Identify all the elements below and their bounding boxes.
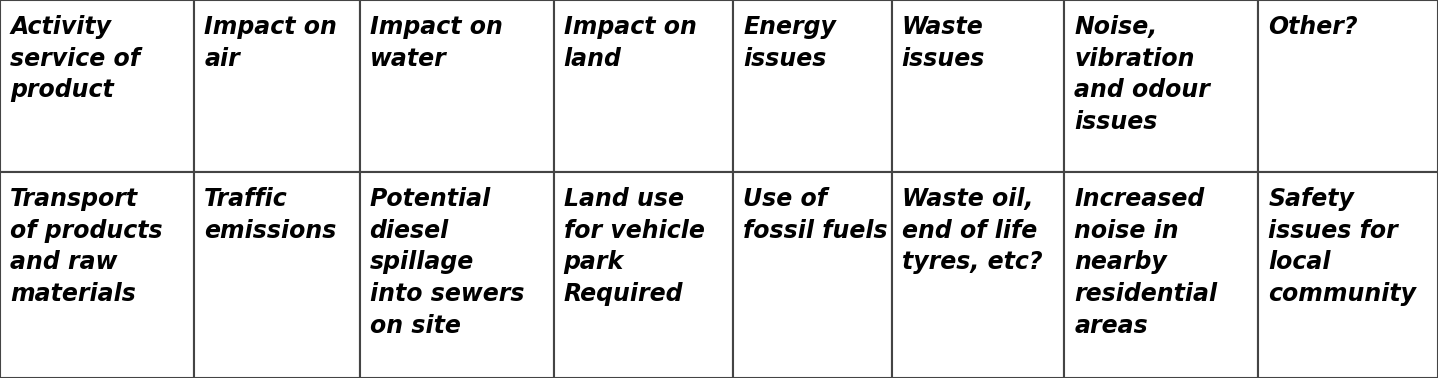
Bar bbox=[733, 0, 892, 172]
Bar bbox=[1258, 172, 1438, 378]
Text: Impact on
air: Impact on air bbox=[204, 15, 336, 71]
Text: Safety
issues for
local
community: Safety issues for local community bbox=[1268, 187, 1416, 306]
Bar bbox=[554, 0, 733, 172]
Text: Potential
diesel
spillage
into sewers
on site: Potential diesel spillage into sewers on… bbox=[370, 187, 523, 338]
Text: Land use
for vehicle
park
Required: Land use for vehicle park Required bbox=[564, 187, 705, 306]
Bar bbox=[554, 172, 733, 378]
Text: Waste oil,
end of life
tyres, etc?: Waste oil, end of life tyres, etc? bbox=[902, 187, 1043, 274]
Bar bbox=[892, 0, 1064, 172]
Text: Noise,
vibration
and odour
issues: Noise, vibration and odour issues bbox=[1074, 15, 1209, 134]
Bar bbox=[0, 0, 194, 172]
Text: Transport
of products
and raw
materials: Transport of products and raw materials bbox=[10, 187, 162, 306]
Text: Energy
issues: Energy issues bbox=[743, 15, 837, 71]
Text: Other?: Other? bbox=[1268, 15, 1357, 39]
Text: Waste
issues: Waste issues bbox=[902, 15, 985, 71]
Bar bbox=[360, 0, 554, 172]
Text: Impact on
water: Impact on water bbox=[370, 15, 502, 71]
Text: Activity
service of
product: Activity service of product bbox=[10, 15, 139, 102]
Bar bbox=[194, 172, 360, 378]
Bar bbox=[360, 172, 554, 378]
Bar bbox=[733, 172, 892, 378]
Bar bbox=[892, 172, 1064, 378]
Text: Use of
fossil fuels: Use of fossil fuels bbox=[743, 187, 889, 243]
Text: Impact on
land: Impact on land bbox=[564, 15, 696, 71]
Text: Increased
noise in
nearby
residential
areas: Increased noise in nearby residential ar… bbox=[1074, 187, 1218, 338]
Bar bbox=[1258, 0, 1438, 172]
Bar bbox=[1064, 0, 1258, 172]
Bar bbox=[1064, 172, 1258, 378]
Text: Traffic
emissions: Traffic emissions bbox=[204, 187, 336, 243]
Bar bbox=[194, 0, 360, 172]
Bar bbox=[0, 172, 194, 378]
